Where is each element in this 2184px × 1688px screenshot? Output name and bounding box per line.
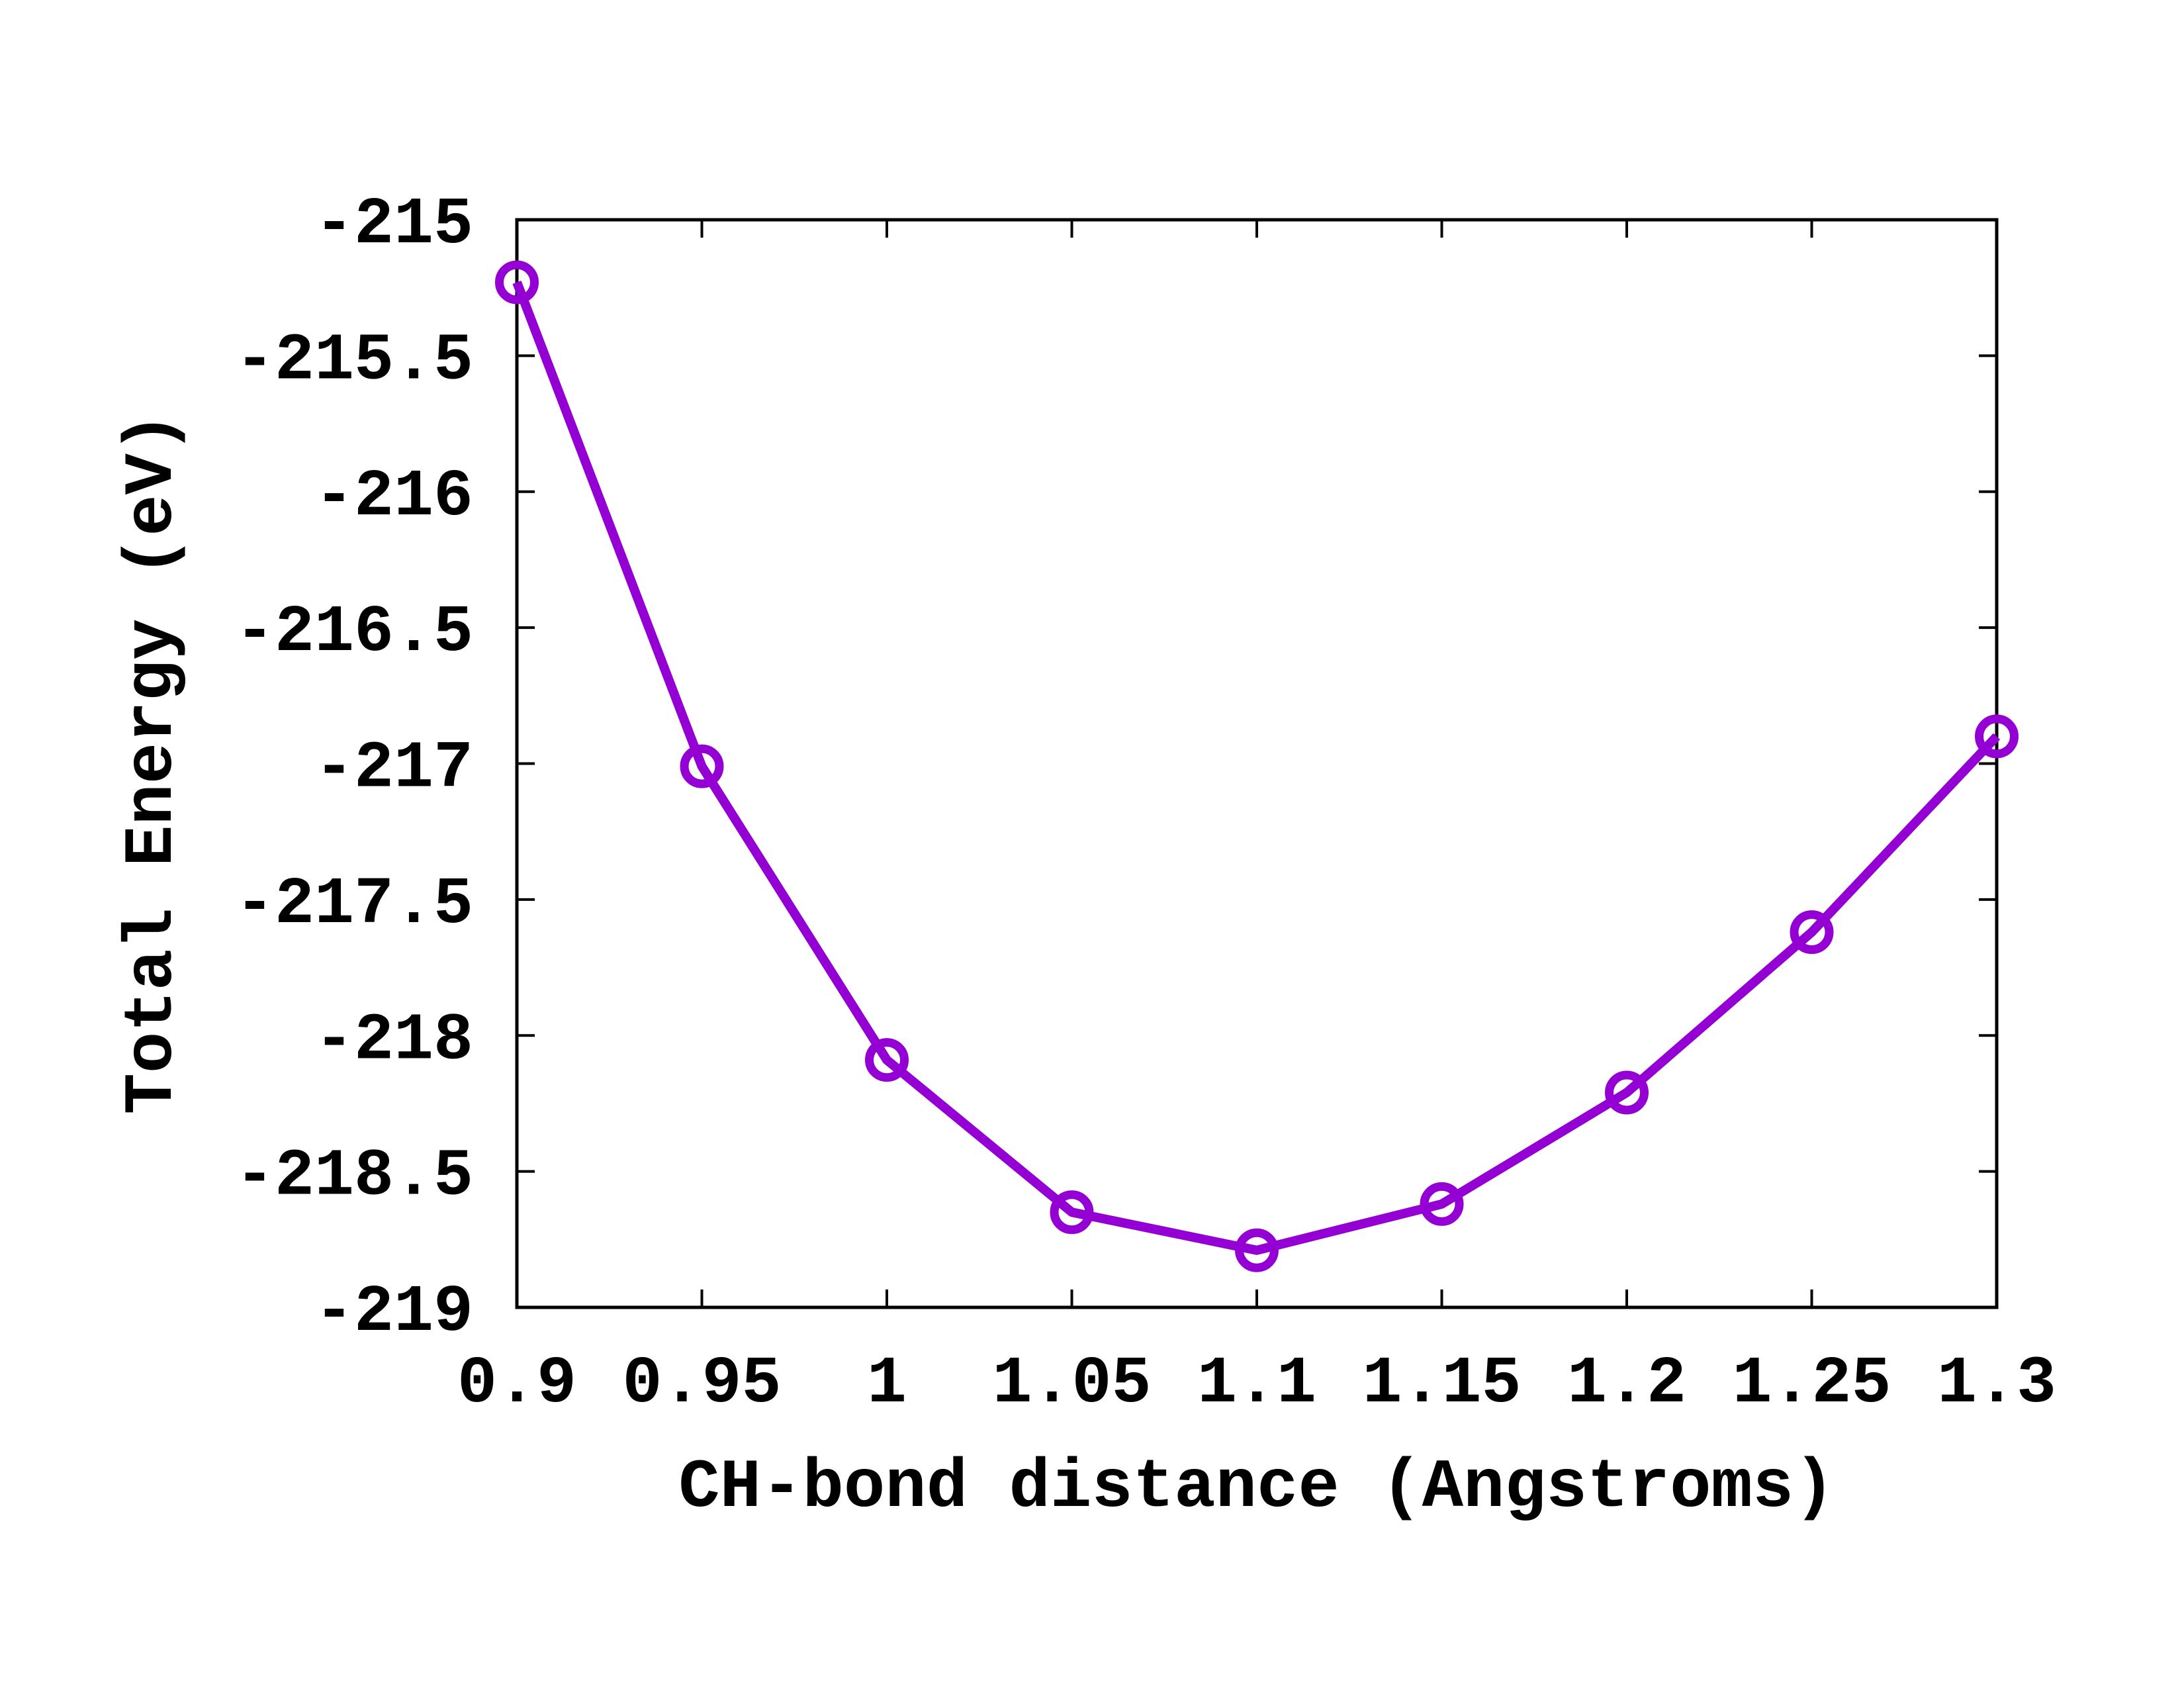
y-tick-label: -216 — [314, 460, 473, 535]
x-tick-label: 0.9 — [457, 1347, 576, 1422]
x-tick-label: 1.3 — [1937, 1347, 2056, 1422]
data-point-marker — [1235, 1228, 1279, 1272]
y-tick-label: -218 — [314, 1004, 473, 1078]
data-point-marker — [1790, 910, 1834, 955]
y-tick-label: -215 — [314, 188, 473, 263]
data-point-marker — [865, 1038, 909, 1082]
x-tick-label: 0.95 — [622, 1347, 781, 1422]
y-tick-label: -217 — [314, 732, 473, 807]
plot-border — [515, 218, 1999, 1309]
data-point-marker — [1605, 1070, 1649, 1115]
y-tick-label: -219 — [314, 1276, 473, 1350]
x-tick-label: 1.25 — [1732, 1347, 1891, 1422]
y-tick-label: -218.5 — [235, 1140, 473, 1215]
y-axis-label: Total Energy (eV) — [114, 412, 192, 1115]
y-tick-label: -217.5 — [235, 868, 473, 943]
data-point-marker — [1420, 1182, 1464, 1226]
x-tick-label: 1.05 — [992, 1347, 1151, 1422]
plot-layer: 0.9 0.95 1 1.05 1.1 1.15 1.2 1.25 1.3 -215 -215.5 -… — [235, 188, 2056, 1422]
y-tick-label: -215.5 — [235, 324, 473, 399]
series-line — [512, 280, 2001, 1255]
data-point-marker — [1975, 714, 2019, 759]
x-tick-label: 1.15 — [1362, 1347, 1521, 1422]
x-axis-label: CH-bond distance (Angstroms) — [678, 1449, 1835, 1527]
data-point-marker — [680, 744, 724, 788]
x-tick-label: 1.1 — [1197, 1347, 1316, 1422]
x-tick-label: 1 — [867, 1347, 907, 1422]
x-tick-label: 1.2 — [1567, 1347, 1686, 1422]
data-point-marker — [495, 260, 539, 305]
y-tick-label: -216.5 — [235, 596, 473, 671]
data-point-marker — [1050, 1190, 1094, 1235]
